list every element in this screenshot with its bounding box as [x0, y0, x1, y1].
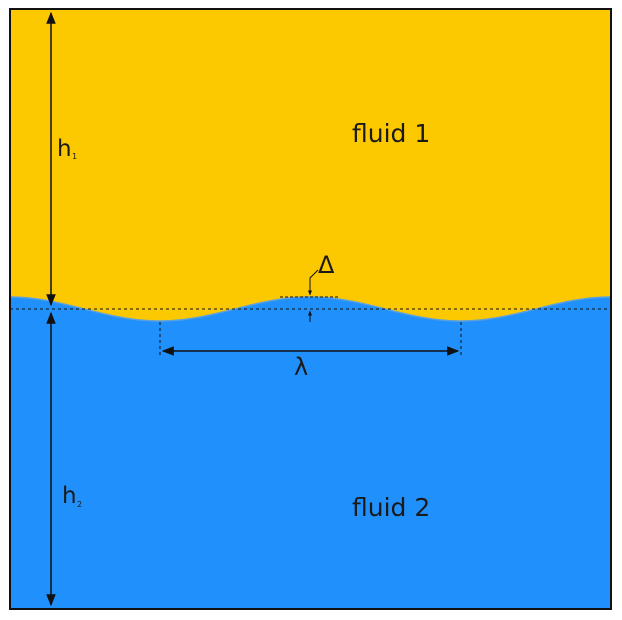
h2-subscript: 2	[77, 500, 82, 509]
h1-label: h	[57, 136, 72, 162]
h1-subscript: 1	[72, 152, 77, 161]
amplitude-arrow-upper	[308, 269, 319, 296]
fluid-2-label: fluid 2	[352, 493, 430, 522]
domain-outline	[9, 8, 612, 610]
h2-label: h	[62, 483, 77, 509]
fluid-1-label: fluid 1	[352, 119, 430, 148]
fluid-2-region	[10, 297, 611, 609]
wavelength-label: λ	[294, 353, 308, 381]
amplitude-label: Δ	[318, 251, 335, 279]
